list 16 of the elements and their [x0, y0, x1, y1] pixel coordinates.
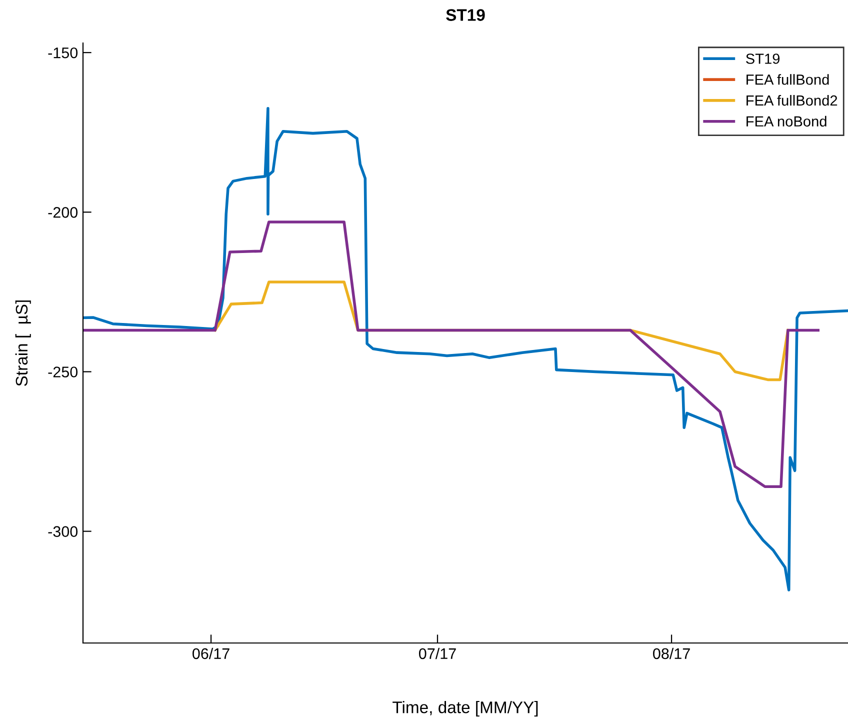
- x-axis-title: Time, date [MM/YY]: [392, 700, 538, 717]
- y-tick-label: -150: [48, 47, 78, 58]
- legend-label: ST19: [746, 54, 780, 64]
- x-tick-label: 06/17: [192, 648, 230, 660]
- legend-label: FEA fullBond2: [746, 94, 838, 106]
- legend-label: FEA fullBond: [746, 74, 829, 85]
- y-tick-label: -200: [48, 207, 78, 218]
- y-axis-title: Strain [ µS]: [15, 300, 31, 386]
- x-tick-label: 07/17: [418, 648, 456, 660]
- line-series: [83, 220, 820, 488]
- chart-title: ST19: [446, 9, 485, 21]
- legend-label: FEA noBond: [746, 116, 826, 127]
- x-tick-label: 08/17: [653, 648, 690, 660]
- line-series: [83, 107, 848, 592]
- y-tick-label: -250: [48, 366, 78, 378]
- y-tick-label: -300: [48, 526, 78, 537]
